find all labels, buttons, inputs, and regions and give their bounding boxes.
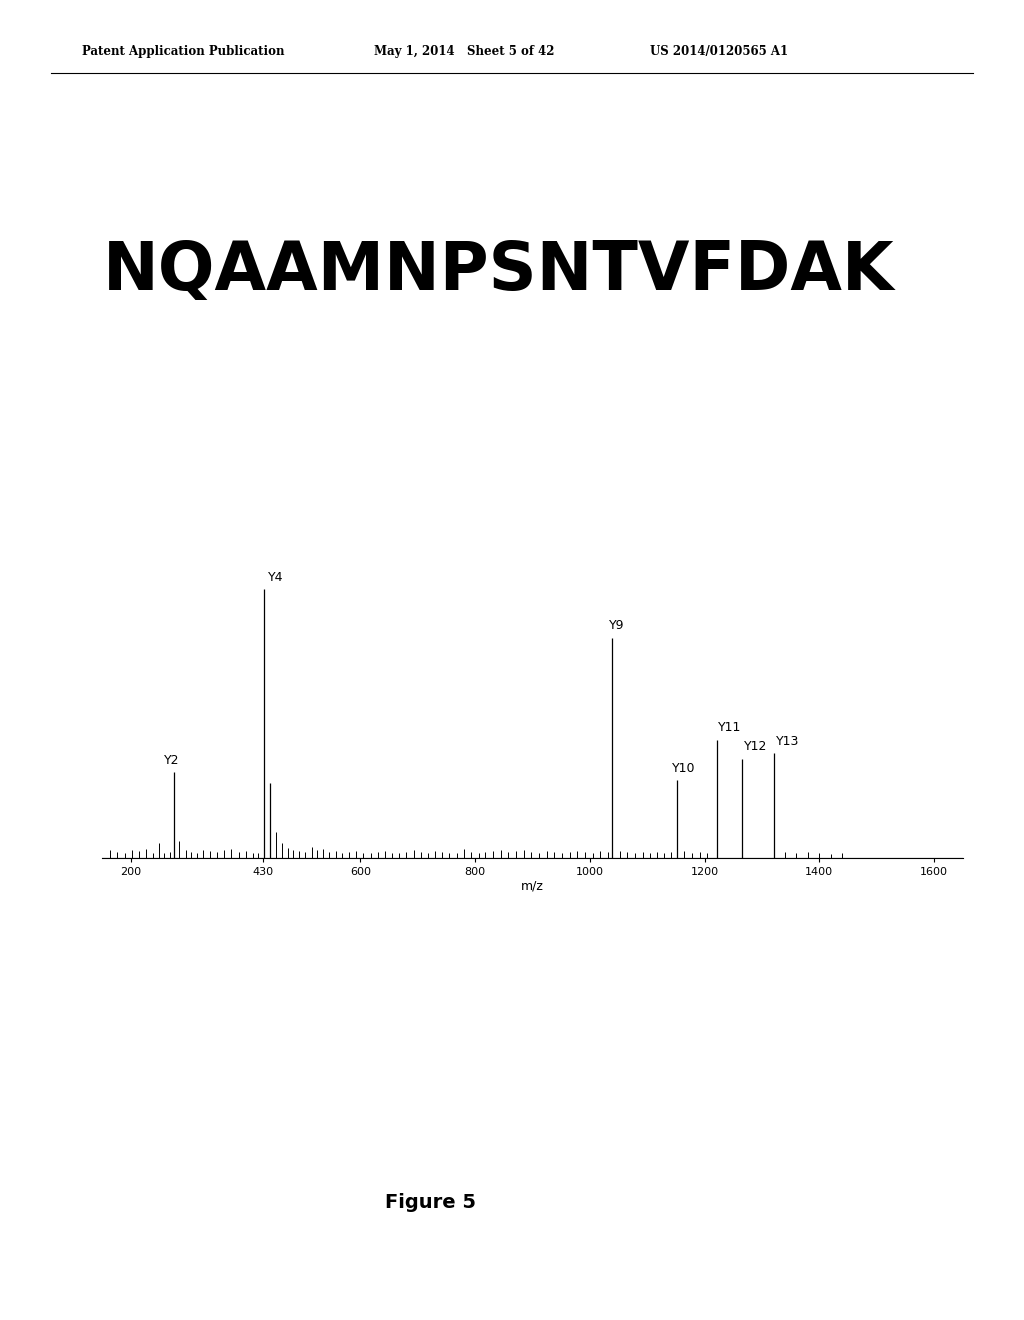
Text: NQAAMNPSNTVFDAK: NQAAMNPSNTVFDAK (102, 238, 894, 304)
Text: Y12: Y12 (743, 741, 767, 754)
Text: Figure 5: Figure 5 (385, 1193, 475, 1212)
Text: Y10: Y10 (673, 762, 696, 775)
Text: Patent Application Publication: Patent Application Publication (82, 45, 285, 58)
X-axis label: m/z: m/z (521, 880, 544, 892)
Text: Y11: Y11 (718, 721, 741, 734)
Text: Y13: Y13 (776, 735, 800, 747)
Text: May 1, 2014   Sheet 5 of 42: May 1, 2014 Sheet 5 of 42 (374, 45, 554, 58)
Text: Y9: Y9 (608, 619, 625, 632)
Text: Y4: Y4 (267, 570, 283, 583)
Text: US 2014/0120565 A1: US 2014/0120565 A1 (650, 45, 788, 58)
Text: Y2: Y2 (164, 754, 179, 767)
